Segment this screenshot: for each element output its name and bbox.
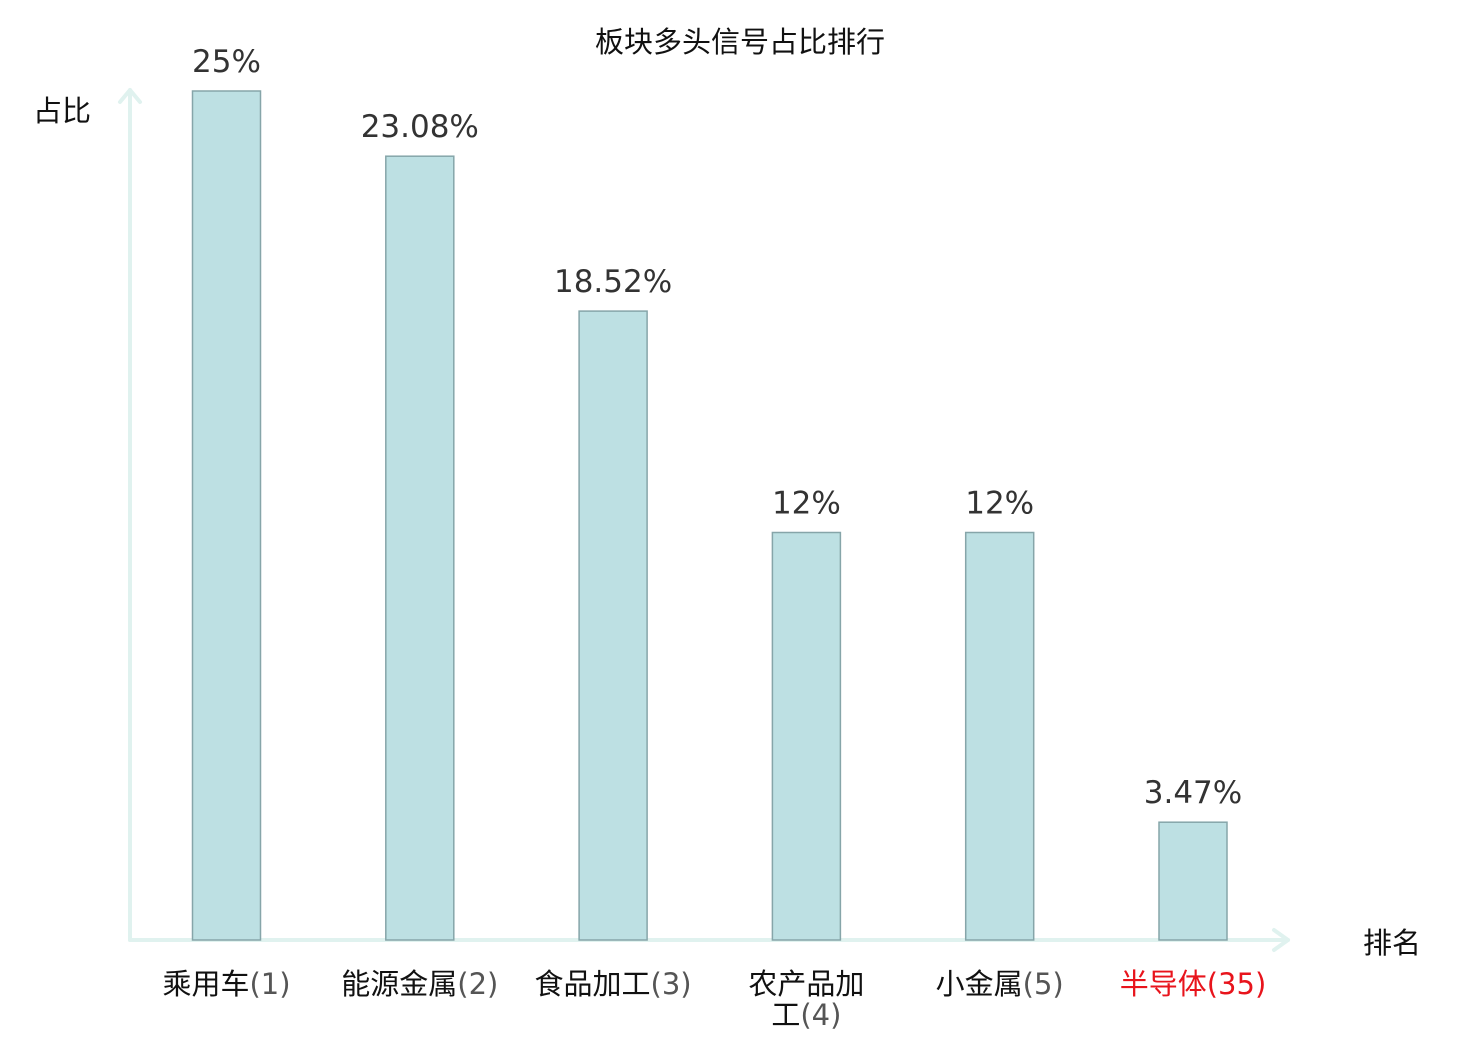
bar (578, 310, 648, 941)
category-rank: (2) (457, 967, 498, 1001)
y-axis-label: 占比 (33, 94, 91, 128)
category-label: 半导体(35) (1120, 967, 1267, 1001)
value-labels-group: 25% 23.08% 18.52% 12% 12% 3.47% (192, 44, 1242, 811)
x-axis-arrow-icon (1272, 928, 1290, 952)
value-label: 3.47% (1144, 775, 1242, 811)
category-name: 农产品加 (748, 967, 864, 1001)
category-label: 小金属(5) (936, 967, 1064, 1001)
category-name: 食品加工 (535, 967, 651, 1001)
y-axis-arrow-icon (118, 88, 142, 104)
bars-group (191, 90, 1228, 941)
category-label: 食品加工(3) (535, 967, 692, 1001)
category-name: 乘用车 (162, 967, 249, 1001)
category-rank: (4) (800, 998, 841, 1032)
category-name: 工 (771, 998, 800, 1032)
category-label: 能源金属(2) (341, 967, 498, 1001)
bar (1158, 821, 1228, 941)
x-axis-label: 排名 (1363, 926, 1421, 960)
category-name: 能源金属 (341, 967, 457, 1001)
category-labels-group: 乘用车(1) 能源金属(2) 食品加工(3) 农产品加工(4) 小金属(5) 半导体(35… (162, 967, 1266, 1032)
category-name: 半导体 (1120, 967, 1207, 1001)
bar (191, 90, 262, 941)
chart-title: 板块多头信号占比排行 (595, 25, 885, 59)
category-label: 乘用车(1) (162, 967, 290, 1001)
value-label: 12% (965, 486, 1034, 522)
category-rank: (5) (1023, 967, 1064, 1001)
bar (385, 155, 455, 941)
category-rank: (35) (1207, 967, 1267, 1001)
category-label: 农产品加工(4) (748, 967, 864, 1032)
axes (118, 88, 1290, 952)
bar (964, 531, 1035, 941)
category-name: 小金属 (936, 967, 1023, 1001)
category-rank: (1) (249, 967, 290, 1001)
category-rank: (3) (651, 967, 692, 1001)
value-label: 23.08% (361, 109, 479, 145)
value-label: 18.52% (554, 264, 672, 300)
value-label: 12% (772, 486, 841, 522)
bar (771, 531, 842, 941)
value-label: 25% (192, 44, 261, 80)
